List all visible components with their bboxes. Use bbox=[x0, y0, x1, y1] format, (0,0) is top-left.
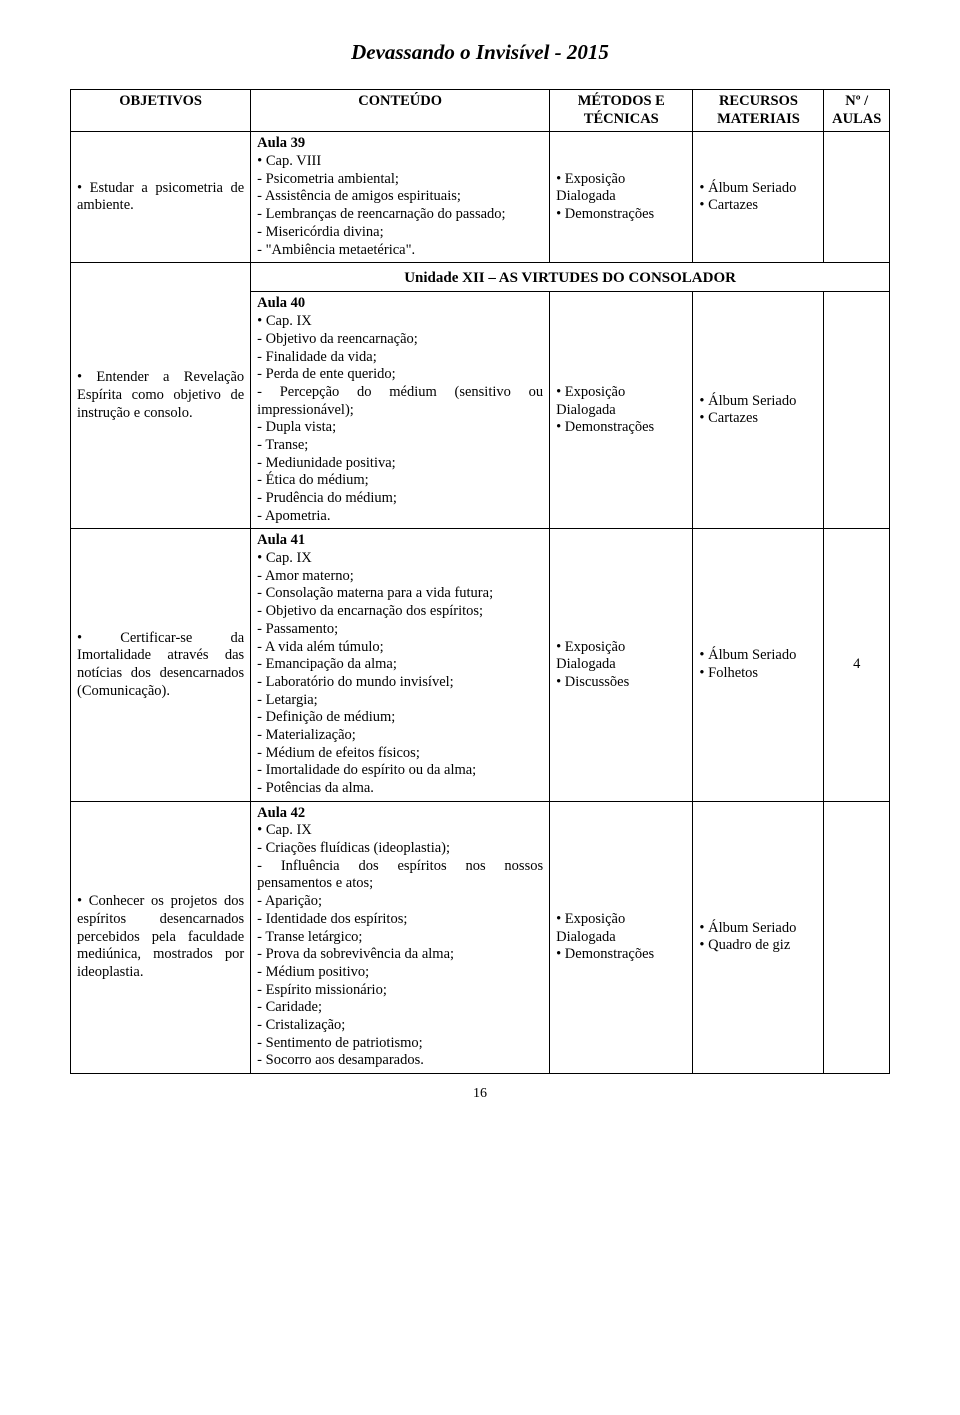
table-row: • Estudar a psicometria de ambiente. Aul… bbox=[71, 132, 890, 263]
unit-row: • Entender a Revelação Espírita como obj… bbox=[71, 263, 890, 292]
aula-label: Aula 42 bbox=[257, 805, 543, 823]
cap-label: • Cap. IX bbox=[257, 550, 543, 568]
cell-conteudo: Aula 41 • Cap. IX - Amor materno; - Cons… bbox=[251, 529, 550, 801]
header-metodos: MÉTODOS E TÉCNICAS bbox=[550, 90, 693, 132]
table-row: • Certificar-se da Imortalidade através … bbox=[71, 529, 890, 801]
cell-objetivo: • Estudar a psicometria de ambiente. bbox=[71, 132, 251, 263]
cap-label: • Cap. IX bbox=[257, 822, 543, 840]
cell-metodos: • Exposição Dialogada • Discussões bbox=[550, 529, 693, 801]
cell-conteudo: Aula 39 • Cap. VIII - Psicometria ambien… bbox=[251, 132, 550, 263]
cell-recursos: • Álbum Seriado • Cartazes bbox=[693, 292, 824, 529]
conteudo-itens: - Criações fluídicas (ideoplastia); - In… bbox=[257, 840, 543, 1070]
cell-objetivo: • Certificar-se da Imortalidade através … bbox=[71, 529, 251, 801]
header-aulas: Nº / AULAS bbox=[824, 90, 890, 132]
cell-metodos: • Exposição Dialogada • Demonstrações bbox=[550, 292, 693, 529]
header-row: OBJETIVOS CONTEÚDO MÉTODOS E TÉCNICAS RE… bbox=[71, 90, 890, 132]
table-row: • Conhecer os projetos dos espíritos des… bbox=[71, 801, 890, 1073]
conteudo-itens: - Amor materno; - Consolação materna par… bbox=[257, 568, 543, 798]
header-recursos: RECURSOS MATERIAIS bbox=[693, 90, 824, 132]
cell-aulas bbox=[824, 132, 890, 263]
cell-conteudo: Aula 40 • Cap. IX - Objetivo da reencarn… bbox=[251, 292, 550, 529]
unit-title: Unidade XII – AS VIRTUDES DO CONSOLADOR bbox=[251, 263, 890, 292]
header-objetivos: OBJETIVOS bbox=[71, 90, 251, 132]
cell-aulas bbox=[824, 801, 890, 1073]
cell-aulas: 4 bbox=[824, 529, 890, 801]
page-number: 16 bbox=[70, 1086, 890, 1102]
conteudo-itens: - Objetivo da reencarnação; - Finalidade… bbox=[257, 331, 543, 526]
cell-recursos: • Álbum Seriado • Cartazes bbox=[693, 132, 824, 263]
cell-metodos: • Exposição Dialogada • Demonstrações bbox=[550, 132, 693, 263]
cap-label: • Cap. VIII bbox=[257, 153, 543, 171]
cell-objetivo: • Entender a Revelação Espírita como obj… bbox=[71, 263, 251, 529]
aula-label: Aula 39 bbox=[257, 135, 543, 153]
cell-aulas bbox=[824, 292, 890, 529]
cell-recursos: • Álbum Seriado • Quadro de giz bbox=[693, 801, 824, 1073]
header-conteudo: CONTEÚDO bbox=[251, 90, 550, 132]
aula-label: Aula 40 bbox=[257, 295, 543, 313]
aula-label: Aula 41 bbox=[257, 532, 543, 550]
cell-recursos: • Álbum Seriado • Folhetos bbox=[693, 529, 824, 801]
cell-metodos: • Exposição Dialogada • Demonstrações bbox=[550, 801, 693, 1073]
cell-objetivo: • Conhecer os projetos dos espíritos des… bbox=[71, 801, 251, 1073]
conteudo-itens: - Psicometria ambiental; - Assistência d… bbox=[257, 171, 543, 259]
doc-title: Devassando o Invisível - 2015 bbox=[70, 40, 890, 65]
cap-label: • Cap. IX bbox=[257, 313, 543, 331]
content-table: OBJETIVOS CONTEÚDO MÉTODOS E TÉCNICAS RE… bbox=[70, 89, 890, 1074]
cell-conteudo: Aula 42 • Cap. IX - Criações fluídicas (… bbox=[251, 801, 550, 1073]
